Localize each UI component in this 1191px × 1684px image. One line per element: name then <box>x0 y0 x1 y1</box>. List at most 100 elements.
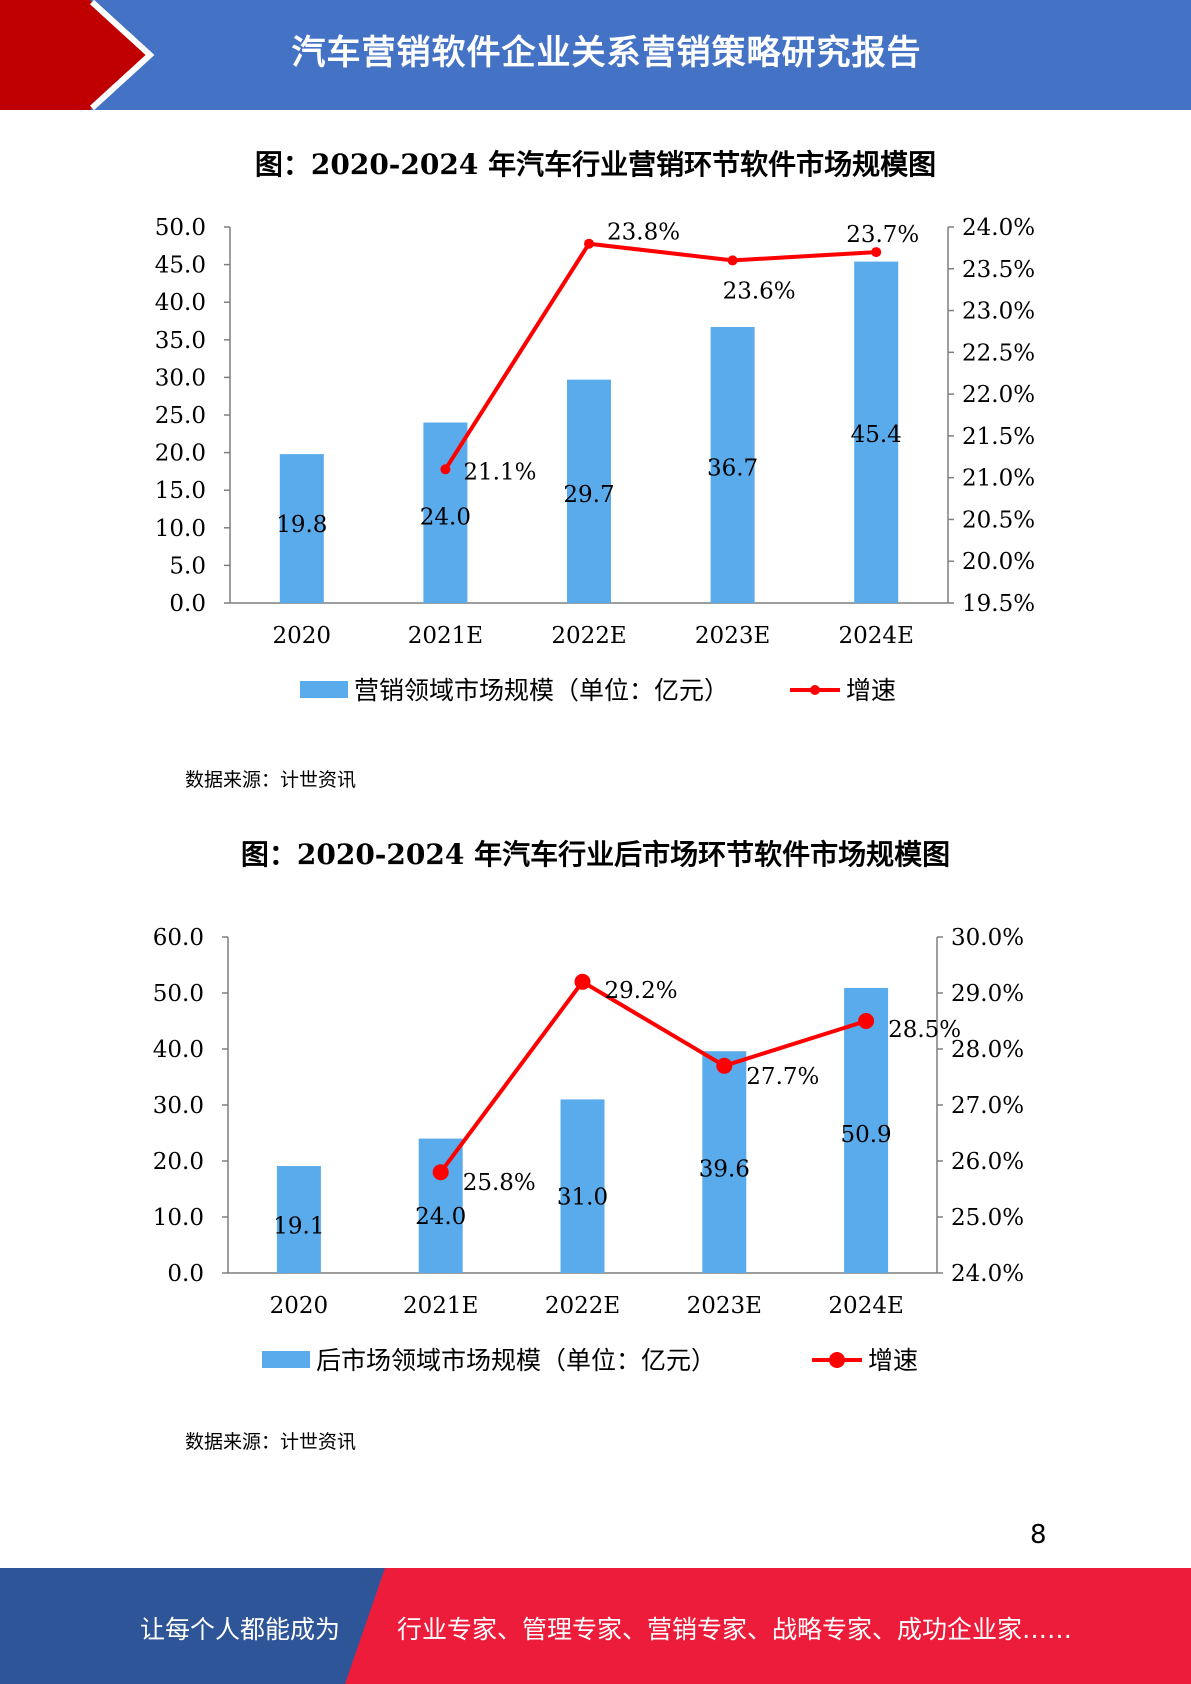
bar <box>279 454 324 603</box>
right-axis-tick-label: 22.5% <box>962 340 1035 366</box>
x-axis-tick-label: 2024E <box>828 1293 903 1319</box>
legend-bar-swatch <box>262 1351 310 1368</box>
growth-point <box>440 464 451 475</box>
legend-line-marker <box>829 1352 845 1368</box>
legend-bar-label: 营销领域市场规模（单位：亿元） <box>354 676 729 705</box>
bar-data-label: 24.0 <box>420 505 471 531</box>
footer-roles: 行业专家、管理专家、营销专家、战略专家、成功企业家…… <box>397 1615 1073 1644</box>
x-axis-tick-label: 2024E <box>839 623 914 649</box>
x-axis-tick-label: 2021E <box>403 1293 478 1319</box>
right-axis-tick-label: 23.0% <box>962 299 1035 325</box>
growth-line <box>439 979 867 1174</box>
right-axis-tick-label: 29.0% <box>951 981 1024 1007</box>
right-axis-tick-label: 25.0% <box>951 1205 1024 1231</box>
legend-line-label: 增速 <box>846 676 896 705</box>
left-axis-tick-label: 45.0 <box>155 253 206 279</box>
header-title: 汽车营销软件企业关系营销策略研究报告 <box>291 33 922 73</box>
bar <box>418 1138 463 1273</box>
bar-data-label: 31.0 <box>557 1184 608 1210</box>
left-axis-tick-label: 5.0 <box>169 553 206 579</box>
legend-bar-label: 后市场领域市场规模（单位：亿元） <box>316 1346 716 1375</box>
chart-2-source: 数据来源：计世资讯 <box>185 1431 357 1453</box>
growth-data-label: 21.1% <box>463 459 536 485</box>
bar-data-label: 29.7 <box>563 482 614 508</box>
legend-bar-swatch <box>300 681 348 698</box>
right-axis-tick-label: 20.0% <box>962 549 1035 575</box>
growth-data-label: 23.7% <box>846 222 919 248</box>
growth-data-label: 23.6% <box>723 278 796 304</box>
x-axis-tick-label: 2021E <box>408 623 483 649</box>
right-axis-tick-label: 21.5% <box>962 424 1035 450</box>
chart-1: 0.0 5.0 10.0 15.0 20.0 25.0 30.0 35.0 40.0 45.0 50… <box>155 215 1035 705</box>
growth-data-label: 25.8% <box>463 1170 536 1196</box>
left-axis-tick-label: 25.0 <box>155 403 206 429</box>
left-axis-tick-label: 30.0 <box>155 365 206 391</box>
growth-data-label: 23.8% <box>607 220 680 246</box>
x-axis-tick-label: 2020 <box>273 623 332 649</box>
growth-point <box>858 1013 875 1029</box>
footer-slogan: 让每个人都能成为 <box>140 1615 341 1644</box>
right-axis-tick-label: 24.0% <box>951 1261 1024 1287</box>
bar <box>276 1166 321 1273</box>
left-axis-tick-label: 10.0 <box>153 1205 204 1231</box>
right-axis-tick-label: 20.5% <box>962 507 1035 533</box>
chart-2-title: 图：2020-2024 年汽车行业后市场环节软件市场规模图 <box>240 838 951 871</box>
footer-banner-shape <box>0 1568 1191 1684</box>
right-axis-tick-label: 27.0% <box>951 1093 1024 1119</box>
left-axis-tick-label: 40.0 <box>155 290 206 316</box>
left-axis-tick-label: 20.0 <box>155 441 206 467</box>
bar-data-label: 19.8 <box>276 512 327 538</box>
left-axis-tick-label: 10.0 <box>155 516 206 542</box>
growth-data-label: 28.5% <box>888 1017 961 1043</box>
chart-1-title: 图：2020-2024 年汽车行业营销环节软件市场规模图 <box>254 148 937 181</box>
x-axis-tick-label: 2022E <box>545 1293 620 1319</box>
bar-data-label: 50.9 <box>840 1122 891 1148</box>
left-axis-tick-label: 20.0 <box>153 1149 204 1175</box>
growth-point <box>727 255 738 266</box>
right-axis-tick-label: 21.0% <box>962 466 1035 492</box>
right-axis-tick-label: 28.0% <box>951 1037 1024 1063</box>
left-axis-tick-label: 60.0 <box>153 925 204 951</box>
bar <box>854 261 899 603</box>
growth-point <box>574 973 591 990</box>
bar-data-label: 24.0 <box>415 1204 466 1230</box>
page-footer: 让每个人都能成为 行业专家、管理专家、营销专家、战略专家、成功企业家…… <box>0 1568 1191 1684</box>
left-axis-tick-label: 40.0 <box>153 1037 204 1063</box>
bar <box>710 327 755 603</box>
right-axis-tick-label: 19.5% <box>962 591 1035 617</box>
bar-data-label: 19.1 <box>273 1213 324 1239</box>
chart-2: 0.0 10.0 20.0 30.0 40.0 50.0 60.0 24.0% 25.0% 26.… <box>153 925 1024 1375</box>
x-axis-tick-label: 2023E <box>695 623 770 649</box>
left-axis-tick-label: 15.0 <box>155 478 206 504</box>
right-axis-tick-label: 24.0% <box>962 215 1035 241</box>
left-axis-tick-label: 0.0 <box>169 591 206 617</box>
right-axis-tick-label: 23.5% <box>962 257 1035 283</box>
legend-line-marker <box>810 685 820 695</box>
left-axis-tick-label: 0.0 <box>167 1261 204 1287</box>
growth-data-label: 29.2% <box>605 978 678 1004</box>
legend-line-label: 增速 <box>868 1346 918 1375</box>
x-axis-tick-label: 2022E <box>551 623 626 649</box>
bar-data-label: 45.4 <box>851 422 902 448</box>
right-axis-tick-label: 26.0% <box>951 1149 1024 1175</box>
left-axis-tick-label: 30.0 <box>153 1093 204 1119</box>
left-axis-tick-label: 50.0 <box>153 981 204 1007</box>
bar-data-label: 39.6 <box>699 1156 750 1182</box>
chart-1-source: 数据来源：计世资讯 <box>185 769 357 791</box>
growth-point <box>716 1057 733 1074</box>
growth-point <box>871 247 882 258</box>
bar <box>702 1051 747 1273</box>
page-header: 汽车营销软件企业关系营销策略研究报告 <box>0 0 1191 110</box>
x-axis-tick-label: 2020 <box>270 1293 329 1319</box>
x-axis-tick-label: 2023E <box>687 1293 762 1319</box>
bar <box>567 379 611 603</box>
left-axis-tick-label: 35.0 <box>155 328 206 354</box>
bar <box>844 987 889 1273</box>
right-axis-tick-label: 22.0% <box>962 382 1035 408</box>
growth-line <box>443 241 877 471</box>
growth-point <box>432 1164 449 1181</box>
page-number: 8 <box>1030 1520 1047 1550</box>
bar <box>560 1099 605 1273</box>
growth-data-label: 27.7% <box>746 1064 819 1090</box>
right-axis-tick-label: 30.0% <box>951 925 1024 951</box>
